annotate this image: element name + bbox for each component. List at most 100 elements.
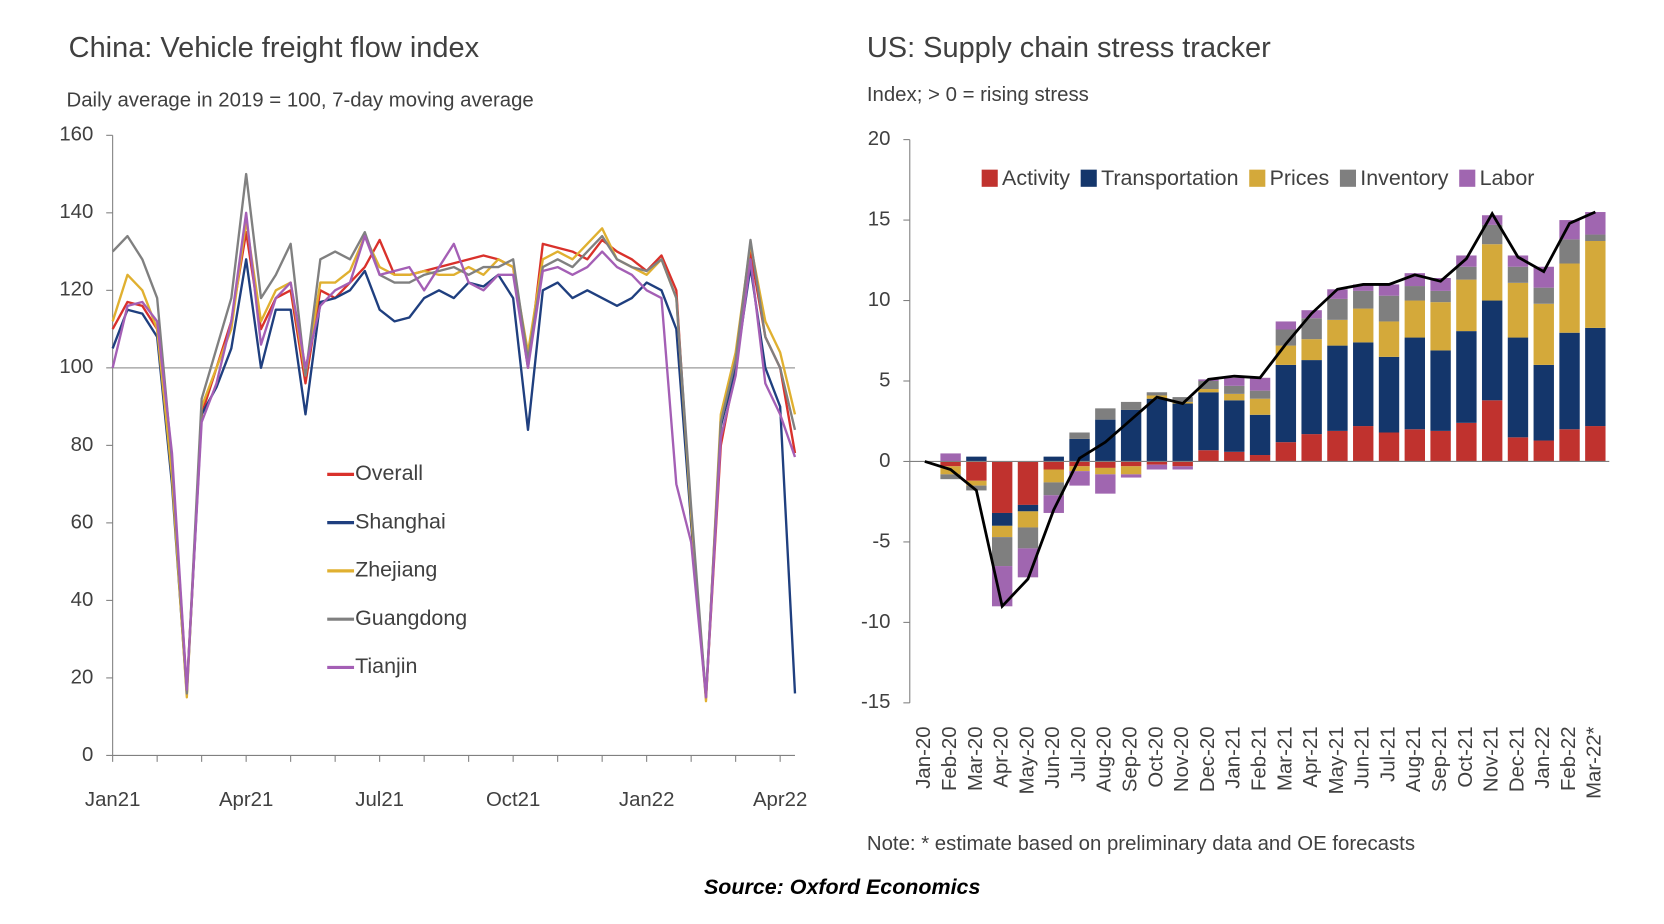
x-tick-label: Dec-21 bbox=[1506, 726, 1528, 792]
legend-label: Transportation bbox=[1101, 166, 1238, 190]
right-title: US: Supply chain stress tracker bbox=[867, 32, 1271, 64]
series-line bbox=[111, 172, 797, 699]
bar-segment bbox=[966, 485, 987, 491]
y-tick-label: 160 bbox=[59, 124, 93, 146]
bar-segment bbox=[1533, 440, 1554, 462]
x-tick-label: Jan-20 bbox=[913, 726, 935, 788]
bar-segment bbox=[1507, 337, 1529, 438]
bar-segment bbox=[1559, 263, 1580, 333]
bar-segment bbox=[1301, 339, 1322, 361]
x-tick-label: Sep-21 bbox=[1429, 726, 1451, 792]
x-tick-label: Jul-20 bbox=[1068, 726, 1090, 782]
y-tick-label: 20 bbox=[71, 666, 94, 688]
y-tick-label: 60 bbox=[71, 511, 94, 533]
x-tick-label: Jun-20 bbox=[1042, 726, 1064, 788]
bar-segment bbox=[1507, 255, 1529, 267]
x-tick-label: May-21 bbox=[1326, 726, 1348, 794]
bar-segment bbox=[940, 461, 961, 467]
bar-segment bbox=[1430, 430, 1451, 462]
legend-label: Inventory bbox=[1360, 166, 1448, 190]
bar-segment bbox=[940, 474, 961, 480]
y-tick-label: 0 bbox=[879, 450, 890, 472]
y-tick-label: -10 bbox=[861, 611, 890, 633]
bar-segment bbox=[1172, 397, 1193, 402]
bar-segment bbox=[966, 456, 987, 462]
bar-segment bbox=[1224, 451, 1245, 462]
legend-swatch bbox=[1339, 169, 1357, 187]
x-tick-label: Oct-20 bbox=[1145, 726, 1167, 787]
bar-segment bbox=[1507, 282, 1529, 338]
bar-segment bbox=[1585, 327, 1606, 427]
bar-segment bbox=[1301, 360, 1322, 435]
legend-label: Labor bbox=[1480, 166, 1535, 190]
bar-segment bbox=[1327, 430, 1348, 462]
bar-segment bbox=[1198, 392, 1219, 451]
bar-segment bbox=[1069, 432, 1090, 439]
bar-segment bbox=[1507, 437, 1529, 462]
x-tick-label: Apr21 bbox=[219, 789, 273, 811]
bar-segment bbox=[1404, 286, 1426, 301]
bar-segment bbox=[1430, 350, 1451, 431]
bar-segment bbox=[1095, 467, 1116, 475]
bar-segment bbox=[1456, 279, 1477, 332]
bar-segment bbox=[1120, 466, 1142, 475]
bar-segment bbox=[1378, 321, 1400, 357]
y-tick-label: 40 bbox=[71, 589, 94, 611]
y-tick-label: 80 bbox=[71, 434, 94, 456]
bar-segment bbox=[991, 461, 1013, 513]
x-tick-label: Feb-20 bbox=[939, 726, 961, 791]
bar-segment bbox=[1120, 461, 1142, 467]
bar-segment bbox=[1095, 474, 1116, 494]
bar-segment bbox=[1430, 302, 1451, 351]
bar-segment bbox=[1378, 284, 1400, 296]
x-tick-label: Apr-20 bbox=[991, 726, 1013, 787]
bar-segment bbox=[1533, 287, 1554, 304]
bar-segment bbox=[1017, 504, 1039, 512]
bar-segment bbox=[1378, 356, 1400, 433]
x-tick-label: Jan22 bbox=[619, 789, 675, 811]
bar-segment bbox=[1017, 527, 1039, 549]
x-tick-label: Jan21 bbox=[85, 789, 141, 811]
bar-segment bbox=[1456, 331, 1477, 423]
bar-segment bbox=[1198, 380, 1219, 390]
bar-segment bbox=[1120, 474, 1142, 478]
bar-segment bbox=[1172, 466, 1193, 470]
bar-segment bbox=[1043, 469, 1064, 483]
y-tick-label: 10 bbox=[868, 289, 891, 311]
y-tick-label: 0 bbox=[82, 744, 93, 766]
bar-segment bbox=[1301, 434, 1322, 462]
x-tick-label: Jul-21 bbox=[1377, 726, 1399, 782]
bar-segment bbox=[1043, 456, 1064, 462]
y-tick-label: 20 bbox=[868, 128, 891, 150]
x-tick-label: Aug-20 bbox=[1094, 726, 1116, 792]
bar-segment bbox=[1249, 414, 1271, 456]
bar-segment bbox=[1146, 392, 1168, 396]
bar-segment bbox=[966, 461, 987, 481]
x-tick-label: Jul21 bbox=[355, 789, 404, 811]
bar-segment bbox=[1481, 244, 1503, 301]
y-tick-label: 5 bbox=[879, 369, 890, 391]
legend-label: Guangdong bbox=[355, 606, 467, 630]
bar-segment bbox=[1456, 422, 1477, 462]
bar-segment bbox=[1456, 266, 1477, 280]
bar-segment bbox=[1585, 426, 1606, 462]
bar-segment bbox=[940, 453, 961, 462]
bar-segment bbox=[991, 566, 1013, 607]
total-line bbox=[924, 210, 1596, 610]
bar-segment bbox=[991, 537, 1013, 567]
bar-segment bbox=[1198, 389, 1219, 393]
x-tick-label: Nov-20 bbox=[1171, 726, 1193, 792]
legend-label: Prices bbox=[1270, 166, 1330, 190]
bar-segment bbox=[1069, 471, 1090, 486]
bar-segment bbox=[1430, 290, 1451, 303]
legend-swatch bbox=[981, 169, 998, 187]
bar-segment bbox=[1017, 511, 1039, 528]
bar-segment bbox=[1224, 385, 1245, 394]
bar-segment bbox=[1172, 461, 1193, 467]
x-tick-label: Mar-20 bbox=[965, 726, 987, 791]
x-tick-label: Feb-22 bbox=[1558, 726, 1580, 791]
bar-segment bbox=[1043, 482, 1064, 496]
bar-segment bbox=[1353, 290, 1374, 309]
legend-swatch bbox=[1080, 169, 1097, 187]
x-tick-label: Jan-22 bbox=[1532, 726, 1554, 788]
